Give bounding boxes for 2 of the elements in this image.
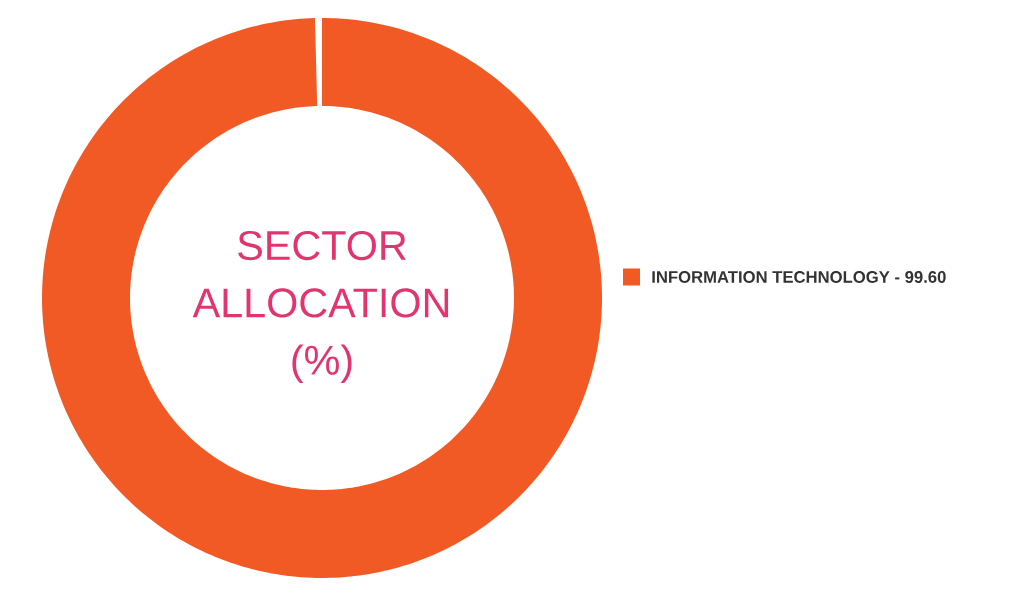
- text: SECTOR ALLOCATION (%): [192, 230, 449, 384]
- legend-label: INFORMATION TECHNOLOGY - 99.60: [652, 271, 946, 283]
